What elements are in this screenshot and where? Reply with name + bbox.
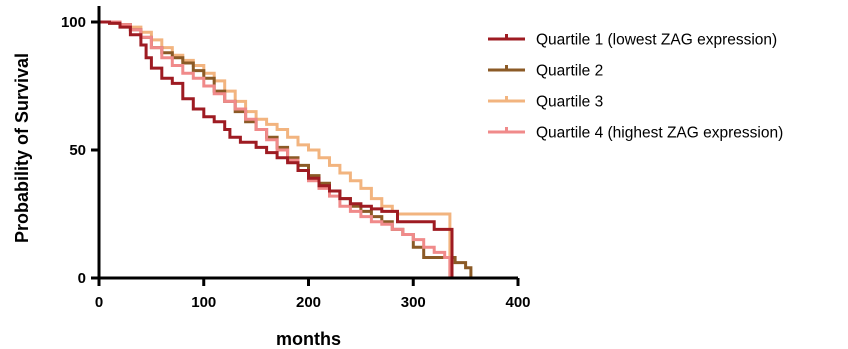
x-tick-label: 200 xyxy=(296,294,321,311)
x-ticks: 0 100 200 300 400 xyxy=(95,278,531,311)
legend-label-q2: Quartile 2 xyxy=(536,63,603,80)
series-line-q3 xyxy=(99,20,452,278)
x-tick-label: 0 xyxy=(95,294,103,311)
y-tick-label: 100 xyxy=(61,14,86,31)
x-tick-label: 100 xyxy=(191,294,216,311)
y-ticks: 0 50 100 xyxy=(61,14,99,287)
y-axis-title: Probability of Survival xyxy=(12,53,32,243)
y-tick-label: 50 xyxy=(69,142,86,159)
legend-item: Quartile 2 xyxy=(488,63,603,80)
series-line-q4 xyxy=(99,20,452,278)
legend: Quartile 1 (lowest ZAG expression) Quart… xyxy=(488,32,783,142)
x-tick-label: 300 xyxy=(401,294,426,311)
legend-item: Quartile 3 xyxy=(488,94,603,111)
y-tick-label: 0 xyxy=(78,270,86,287)
x-axis-title: months xyxy=(276,329,341,349)
legend-label-q4: Quartile 4 (highest ZAG expression) xyxy=(536,125,783,142)
legend-item: Quartile 4 (highest ZAG expression) xyxy=(488,125,783,142)
plot-lines xyxy=(99,20,473,278)
legend-label-q1: Quartile 1 (lowest ZAG expression) xyxy=(536,32,777,49)
series-line-q1 xyxy=(99,20,454,278)
x-tick-label: 400 xyxy=(505,294,530,311)
legend-item: Quartile 1 (lowest ZAG expression) xyxy=(488,32,777,49)
legend-label-q3: Quartile 3 xyxy=(536,94,603,111)
